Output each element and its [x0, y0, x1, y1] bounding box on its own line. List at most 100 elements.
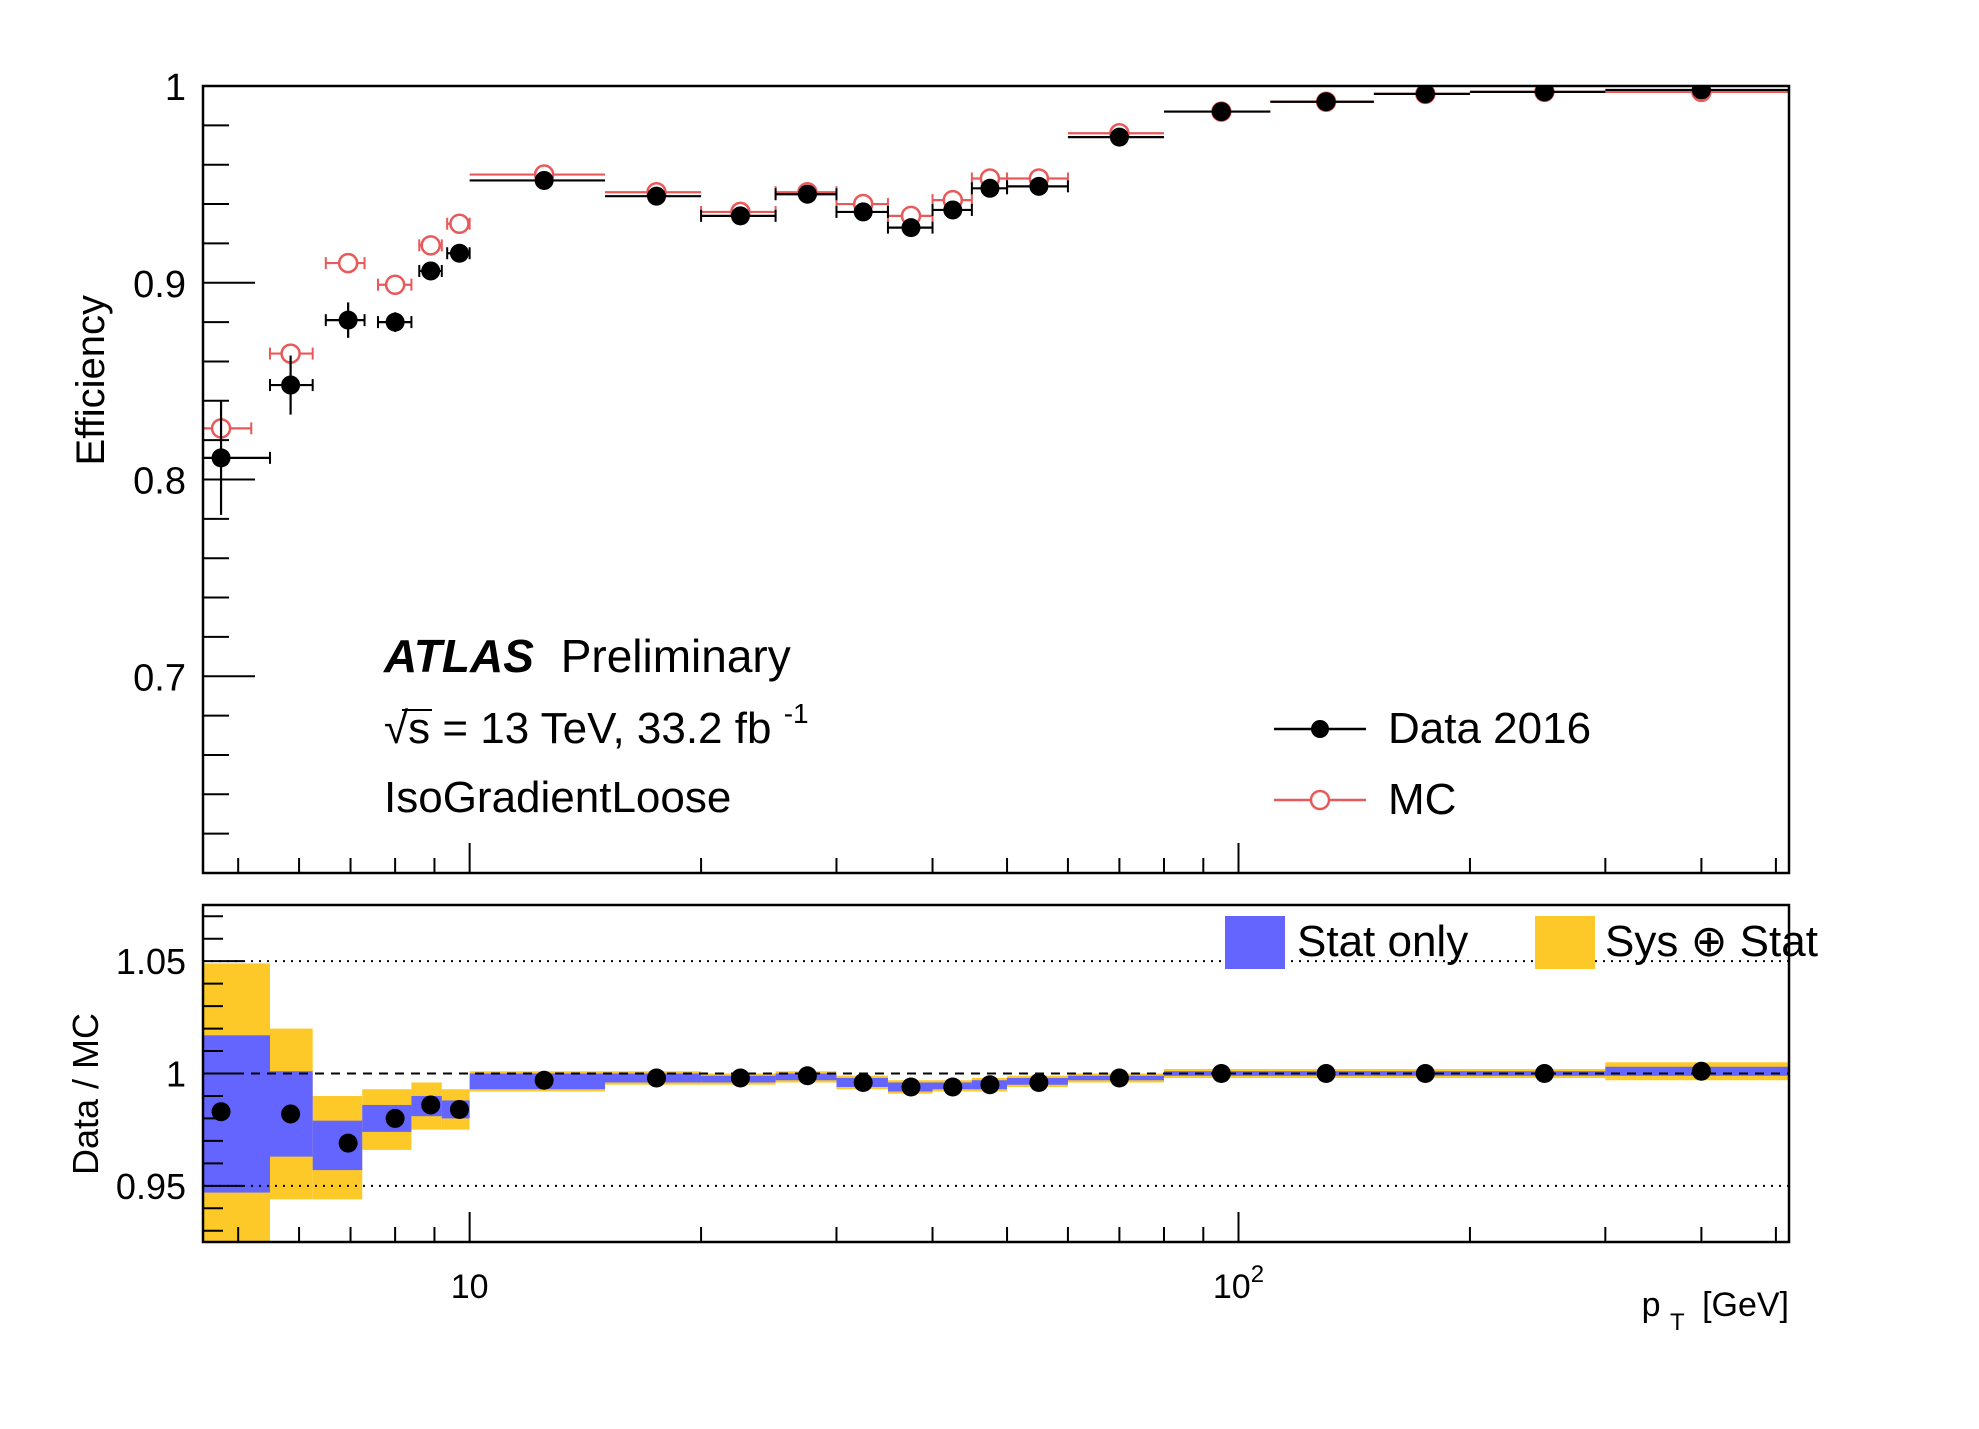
data-point: [970, 178, 1009, 198]
energy-lumi-label: √s = 13 TeV, 33.2 fb: [384, 704, 771, 753]
ratio-marker: [1029, 1072, 1049, 1092]
data-marker: [385, 312, 405, 332]
y-tick-label-top: 1: [165, 67, 186, 109]
ratio-marker: [211, 1102, 231, 1122]
data-marker: [980, 178, 1000, 198]
data-point: [774, 184, 838, 204]
data-point: [886, 218, 934, 238]
data-point: [1006, 176, 1069, 196]
ratio-marker: [281, 1104, 301, 1124]
legend-mc-marker: [1309, 789, 1331, 811]
y-tick-label-bottom: 1: [166, 1054, 186, 1095]
ratio-marker: [1109, 1068, 1129, 1088]
ratio-marker: [853, 1072, 873, 1092]
data-point: [469, 170, 606, 190]
legend-item-mc: MC: [1274, 775, 1456, 824]
data-point: [931, 200, 973, 220]
data-point: [1373, 86, 1470, 104]
data-point: [446, 243, 471, 263]
data-point: [324, 302, 366, 338]
ratio-marker: [901, 1077, 921, 1097]
x-axis-label-unit: [GeV]: [1702, 1286, 1789, 1324]
mc-marker: [384, 274, 406, 295]
data-point: [1469, 86, 1606, 102]
data-point: [376, 312, 413, 332]
y-tick-label-bottom: 1.05: [116, 941, 186, 982]
data-point: [203, 400, 272, 515]
data-point: [835, 202, 889, 222]
x-tick-label-base: 10: [1213, 1268, 1251, 1306]
working-point-label: IsoGradientLoose: [384, 773, 731, 822]
data-point: [269, 355, 314, 415]
data-marker: [943, 200, 963, 220]
ratio-axis-label: Data / MC: [65, 1013, 106, 1175]
legend-stat-swatch: [1225, 916, 1285, 969]
ratio-marker: [1316, 1064, 1336, 1083]
ratio-marker: [797, 1066, 817, 1086]
data-point: [605, 186, 702, 206]
data-marker: [449, 243, 469, 263]
data-marker: [1211, 102, 1231, 122]
data-marker: [646, 186, 666, 206]
mc-point: [446, 213, 471, 234]
x-tick-label: 10: [451, 1268, 489, 1306]
atlas-status-label: Preliminary: [561, 630, 791, 682]
mc-point: [324, 252, 366, 274]
svg-text:√s = 13 TeV, 33.2 fb: √s = 13 TeV, 33.2 fb -1: [384, 698, 809, 753]
legend-stat-label: Stat only: [1297, 917, 1468, 966]
efficiency-panel: 0.7 0.8 0.9 1 Efficiency ATLAS Preliminary …: [69, 67, 1791, 875]
atlas-label: ATLAS Preliminary √s = 13 TeV, 33.2 fb -…: [383, 630, 809, 822]
x-axis-label-p: p: [1642, 1286, 1661, 1324]
mc-marker: [337, 252, 359, 274]
ratio-marker: [980, 1075, 1000, 1095]
data-point: [1270, 92, 1374, 112]
legend-sys-swatch: [1535, 916, 1595, 969]
mc-marker: [449, 213, 470, 234]
data-point: [1067, 127, 1164, 147]
legend-item-sys: Sys ⊕ Stat: [1535, 916, 1818, 969]
legend-data-label: Data 2016: [1388, 704, 1591, 753]
y-tick-label-top: 0.8: [133, 461, 186, 503]
ratio-panel-frame: [201, 903, 1791, 1244]
ratio-marker: [385, 1108, 405, 1128]
ratio-marker: [534, 1070, 554, 1090]
x-axis-label: p T [GeV]: [1642, 1286, 1789, 1338]
ratio-marker: [1211, 1064, 1231, 1083]
data-marker: [338, 310, 358, 330]
efficiency-legend: Data 2016 MC: [1274, 704, 1591, 824]
y-tick-label-top: 0.7: [133, 657, 186, 699]
data-marker: [1109, 127, 1129, 147]
data-marker: [901, 218, 921, 238]
data-marker: [797, 184, 817, 204]
ratio-marker: [730, 1068, 750, 1088]
mc-point: [269, 343, 314, 364]
ratio-marker: [1534, 1064, 1554, 1083]
data-marker: [211, 448, 231, 468]
data-marker: [1029, 176, 1049, 196]
data-marker: [730, 206, 750, 226]
ratio-marker: [943, 1077, 963, 1097]
mc-point: [418, 235, 443, 256]
ratio-marker: [449, 1099, 469, 1119]
ratio-marker: [1415, 1064, 1435, 1083]
data-marker: [421, 261, 441, 281]
ratio-marker: [421, 1095, 441, 1115]
ratio-marker: [338, 1133, 358, 1153]
x-tick-label-exp: 2: [1251, 1261, 1264, 1288]
mc-point: [376, 274, 413, 295]
ratio-marker: [646, 1068, 666, 1088]
efficiency-panel-frame: [201, 84, 1791, 875]
svg-text:ATLAS Preliminary: ATLAS Preliminary: [383, 630, 791, 682]
data-marker: [1415, 86, 1435, 104]
x-axis-label-sub: T: [1670, 1309, 1685, 1336]
ratio-legend: Stat only Sys ⊕ Stat: [1225, 916, 1818, 969]
data-point: [1605, 86, 1789, 100]
legend-mc-label: MC: [1388, 775, 1456, 824]
y-tick-label-bottom: 0.95: [116, 1166, 186, 1207]
data-point: [1163, 102, 1271, 122]
data-point: [700, 206, 777, 226]
data-marker: [281, 375, 301, 395]
